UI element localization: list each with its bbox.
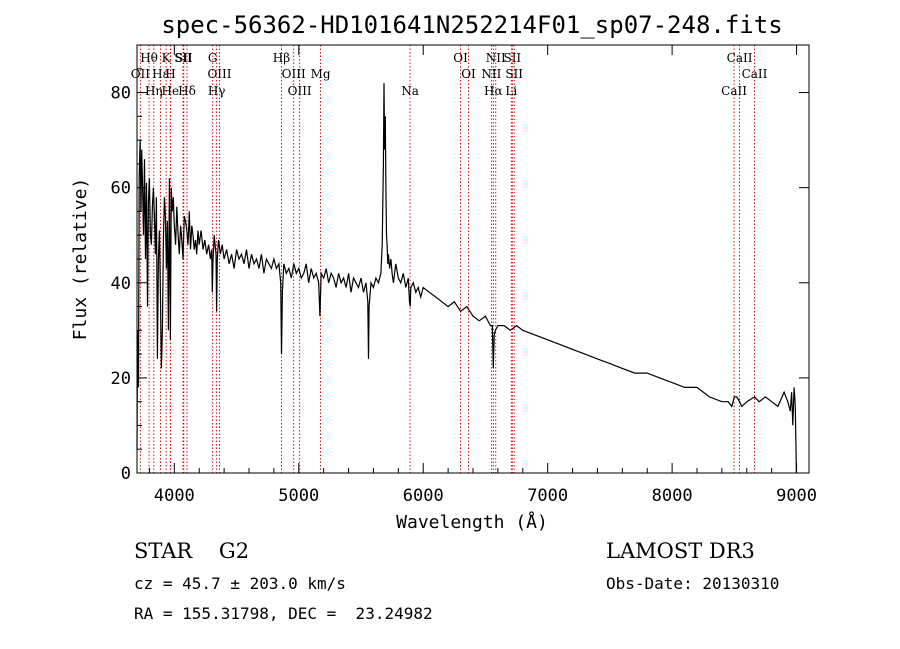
x-tick-label: 5000	[278, 486, 319, 506]
x-axis-label: Wavelength (Å)	[396, 511, 548, 533]
redshift-info: cz = 45.7 ± 203.0 km/s	[134, 574, 346, 593]
line-label: OIII	[288, 84, 312, 98]
line-label: Na	[401, 84, 419, 98]
x-tick-label: 9000	[776, 486, 817, 506]
line-label: SII	[175, 51, 193, 65]
plot-frame	[136, 44, 810, 474]
line-label: Hγ	[208, 84, 226, 98]
x-axis-ticks: 4000 5000 6000 7000 8000 9000	[148, 45, 817, 506]
line-label: CaII	[721, 84, 747, 98]
line-label: Hδ	[178, 84, 196, 98]
ra-dec-coordinates: RA = 155.31798, DEC = 23.24982	[134, 604, 433, 623]
line-label: OI	[453, 51, 468, 65]
y-tick-label: 80	[111, 84, 131, 104]
line-label: Li	[505, 84, 517, 98]
line-label: H	[165, 67, 175, 81]
line-label: Mg	[311, 67, 331, 81]
x-tick-label: 8000	[652, 486, 693, 506]
line-label: He	[162, 84, 180, 98]
y-axis-ticks: 0 20 40 60 80	[111, 68, 809, 484]
line-label: Hβ	[273, 51, 290, 65]
y-tick-label: 0	[121, 464, 131, 484]
x-tick-label: 6000	[403, 486, 444, 506]
line-label: NII	[486, 51, 506, 65]
line-label: Hη	[145, 84, 163, 98]
line-label: K	[162, 51, 172, 65]
object-class: STAR G2	[134, 539, 250, 563]
y-tick-label: 60	[111, 179, 131, 199]
line-label: Hα	[484, 84, 503, 98]
line-label: CaII	[727, 51, 753, 65]
line-label: G	[208, 51, 218, 65]
line-label: SII	[174, 51, 192, 65]
line-label: Hθ	[140, 51, 158, 65]
line-label: OI	[461, 67, 476, 81]
line-label: CaII	[742, 67, 768, 81]
line-label: OIII	[282, 67, 306, 81]
observation-date: Obs-Date: 20130310	[606, 574, 780, 593]
line-label: SII	[503, 51, 521, 65]
survey-source: LAMOST DR3	[606, 539, 755, 563]
chart-title: spec-56362-HD101641N252214F01_sp07-248.f…	[161, 11, 782, 39]
line-label: OIII	[207, 67, 231, 81]
line-label: SII	[505, 67, 523, 81]
y-axis-label: Flux (relative)	[70, 178, 91, 341]
y-tick-label: 20	[111, 369, 131, 389]
line-label: OII	[131, 67, 151, 81]
line-label: Hε	[152, 67, 169, 81]
flux-series-line	[136, 82, 797, 474]
y-tick-label: 40	[111, 274, 131, 294]
line-label: NII	[481, 67, 501, 81]
spectral-line-labels: OIIHθHηHεKHeHSIISIIHδGHγOIIIHβOIIIOIIIMg…	[131, 51, 768, 98]
x-tick-label: 4000	[154, 486, 195, 506]
x-tick-label: 7000	[527, 486, 568, 506]
